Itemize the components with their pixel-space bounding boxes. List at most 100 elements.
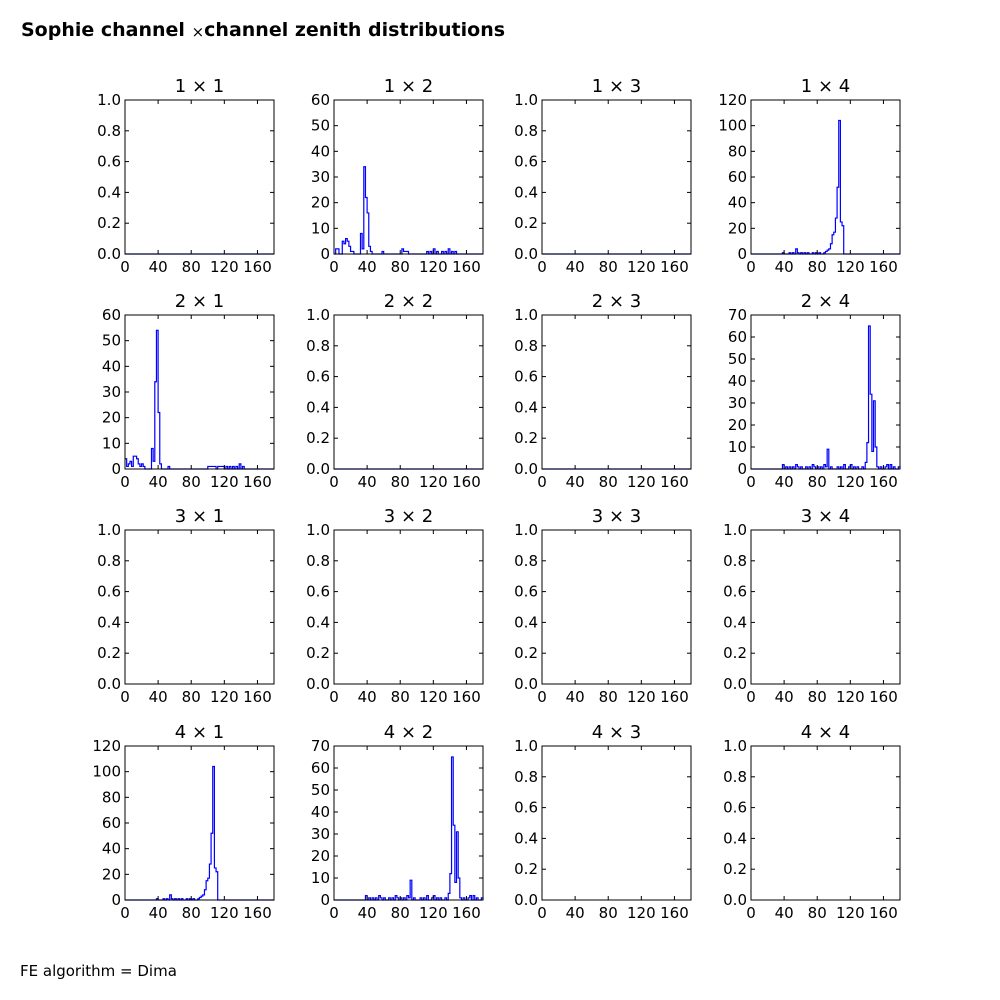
x-tick-label: 120 [627, 688, 656, 706]
x-tick-label: 120 [210, 688, 239, 706]
y-tick-label: 0.2 [306, 644, 330, 662]
y-tick-label: 0.4 [723, 829, 747, 847]
series-line [751, 119, 900, 255]
axes-frame [541, 314, 692, 470]
y-tick-label: 20 [102, 865, 121, 883]
y-tick-label: 20 [311, 194, 330, 212]
y-tick-label: 40 [102, 357, 121, 375]
x-tick-label: 80 [182, 688, 201, 706]
y-tick-label: 0.4 [97, 183, 121, 201]
y-tick-label: 0.0 [97, 675, 121, 693]
x-tick-label: 0 [120, 688, 130, 706]
y-tick-label: 0.8 [514, 552, 538, 570]
subplot-2-1: 2 × 1 0 40 80 120 160 0 10 20 30 40 50 60 [102, 291, 275, 491]
x-tick-label: 40 [775, 904, 794, 922]
y-tick-label: 0.2 [723, 860, 747, 878]
x-tick-label: 120 [836, 258, 865, 276]
axes-frame [750, 314, 901, 470]
x-tick-label: 40 [149, 258, 168, 276]
y-tick-label: 10 [728, 438, 747, 456]
series-line [125, 329, 274, 470]
y-tick-label: 0.6 [97, 583, 121, 601]
subplot-title: 4 × 3 [592, 722, 641, 743]
x-tick-label: 0 [746, 904, 756, 922]
x-tick-label: 80 [808, 258, 827, 276]
x-tick-label: 0 [329, 473, 339, 491]
y-tick-label: 40 [311, 803, 330, 821]
figure-title-left: Sophie channel [21, 19, 185, 41]
x-tick-label: 40 [358, 904, 377, 922]
x-tick-label: 80 [391, 904, 410, 922]
y-tick-label: 0.6 [723, 799, 747, 817]
y-tick-label: 20 [728, 219, 747, 237]
y-tick-label: 50 [311, 781, 330, 799]
y-tick-label: 80 [102, 788, 121, 806]
x-tick-label: 40 [358, 473, 377, 491]
subplot-1-2: 1 × 2 0 40 80 120 160 0 10 20 30 40 50 60 [311, 76, 484, 276]
y-tick-label: 0.8 [97, 122, 121, 140]
subplot-1-1: 1 × 1 0 40 80 120 160 0.0 0.2 0.4 0.6 0.8 1.0 [97, 76, 275, 276]
y-tick-label: 0.4 [97, 613, 121, 631]
x-tick-label: 160 [869, 258, 898, 276]
x-tick-label: 40 [566, 258, 585, 276]
x-tick-label: 80 [391, 258, 410, 276]
axes-frame [333, 745, 484, 901]
figure-title-times: × [191, 23, 205, 41]
y-tick-label: 0.2 [514, 644, 538, 662]
y-tick-label: 50 [311, 117, 330, 135]
subplot-2-3: 2 × 3 0 40 80 120 160 0.0 0.2 0.4 0.6 0.8 1.0 [514, 291, 692, 491]
y-tick-label: 1.0 [306, 521, 330, 539]
x-tick-label: 80 [808, 473, 827, 491]
x-tick-label: 160 [869, 688, 898, 706]
y-tick-label: 0.6 [514, 799, 538, 817]
y-tick-label: 1.0 [97, 521, 121, 539]
y-tick-label: 0.4 [514, 398, 538, 416]
subplot-3-3: 3 × 3 0 40 80 120 160 0.0 0.2 0.4 0.6 0.8 1.0 [514, 506, 692, 706]
subplot-title: 1 × 3 [592, 76, 641, 97]
y-tick-label: 0.2 [306, 429, 330, 447]
subplot-title: 3 × 1 [175, 506, 224, 527]
y-tick-label: 0.4 [306, 613, 330, 631]
y-tick-label: 20 [311, 847, 330, 865]
x-tick-label: 160 [660, 473, 689, 491]
subplot-2-4: 2 × 4 0 40 80 120 160 0 10 20 30 40 50 60 70 [728, 291, 901, 491]
y-tick-label: 0.8 [306, 552, 330, 570]
axes-frame [541, 745, 692, 901]
subplot-4-3: 4 × 3 0 40 80 120 160 0.0 0.2 0.4 0.6 0.8 1.0 [514, 722, 692, 922]
x-tick-label: 120 [210, 904, 239, 922]
x-tick-label: 0 [746, 688, 756, 706]
x-tick-label: 160 [243, 258, 272, 276]
axes-frame [124, 745, 275, 901]
y-tick-label: 0.0 [723, 891, 747, 909]
y-tick-label: 0.4 [306, 398, 330, 416]
y-tick-label: 0.8 [306, 337, 330, 355]
y-tick-label: 80 [728, 142, 747, 160]
x-tick-label: 120 [627, 904, 656, 922]
axes-frame [750, 529, 901, 685]
x-tick-label: 120 [627, 258, 656, 276]
figure-title: Sophie channel ×channel zenith distribut… [21, 19, 505, 41]
x-tick-label: 80 [391, 688, 410, 706]
x-tick-label: 40 [566, 473, 585, 491]
x-tick-label: 0 [120, 258, 130, 276]
x-tick-label: 120 [836, 688, 865, 706]
subplot-title: 2 × 3 [592, 291, 641, 312]
x-tick-label: 80 [182, 473, 201, 491]
y-tick-label: 0.0 [514, 891, 538, 909]
y-tick-label: 70 [311, 737, 330, 755]
subplot-title: 3 × 2 [384, 506, 433, 527]
y-tick-label: 60 [311, 759, 330, 777]
y-tick-label: 20 [102, 409, 121, 427]
y-tick-label: 0.0 [306, 675, 330, 693]
y-tick-label: 0.8 [723, 768, 747, 786]
axes-frame [750, 99, 901, 255]
y-tick-label: 0.0 [306, 460, 330, 478]
x-tick-label: 160 [452, 688, 481, 706]
y-tick-label: 0.0 [514, 245, 538, 263]
y-tick-label: 0.2 [514, 860, 538, 878]
footer-note: FE algorithm = Dima [20, 962, 177, 980]
subplot-title: 4 × 1 [175, 722, 224, 743]
y-tick-label: 0 [111, 891, 121, 909]
y-tick-label: 0 [320, 245, 330, 263]
